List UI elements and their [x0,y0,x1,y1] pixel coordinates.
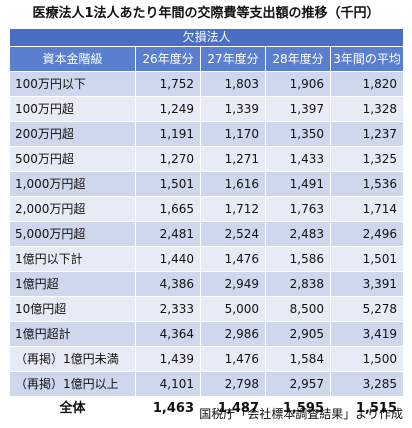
row-label: 200万円超 [9,121,136,147]
cell-value: 2,483 [265,221,331,247]
cell-value: 1,433 [265,146,331,172]
cell-value: 3,285 [329,371,405,397]
cell-value: 3,419 [329,321,405,347]
cell-value: 1,249 [135,96,201,122]
cell-value: 1,501 [329,246,405,272]
row-label: 5,000万円超 [9,221,136,247]
row-label: 1億円超計 [9,321,136,347]
cell-value: 1,339 [200,96,266,122]
total-label: 全体 [9,396,136,422]
cell-value: 1,536 [329,171,405,197]
cell-value: 1,328 [329,96,405,122]
cell-value: 2,838 [265,271,331,297]
category-band: 欠損法人 [8,28,405,47]
table-row: 100万円以下 1,752 1,803 1,906 1,820 [9,71,405,97]
table-row: 1億円以下計 1,440 1,476 1,586 1,501 [9,246,405,272]
row-label: 1億円以下計 [9,246,136,272]
cell-value: 1,439 [135,346,201,372]
cell-value: 4,386 [135,271,201,297]
column-header-fy28: 28年度分 [265,46,331,72]
cell-value: 1,500 [329,346,405,372]
cell-value: 3,391 [329,271,405,297]
row-label: 100万円超 [9,96,136,122]
cell-value: 1,476 [200,346,266,372]
row-label: （再掲）1億円以上 [9,371,136,397]
row-label: 10億円超 [9,296,136,322]
cell-value: 1,350 [265,121,331,147]
cell-value: 1,491 [265,171,331,197]
table-title: 医療法人1法人あたり年間の交際費等支出額の推移（千円） [32,6,380,21]
table-row: 200万円超 1,191 1,170 1,350 1,237 [9,121,405,147]
cell-value: 8,500 [265,296,331,322]
cell-value: 2,496 [329,221,405,247]
row-label: （再掲）1億円未満 [9,346,136,372]
cell-value: 2,986 [200,321,266,347]
cell-value: 2,949 [200,271,266,297]
cell-value: 2,524 [200,221,266,247]
table-row: （再掲）1億円以上 4,101 2,798 2,957 3,285 [9,371,405,397]
table-row: 2,000万円超 1,665 1,712 1,763 1,714 [9,196,405,222]
cell-value: 5,000 [200,296,266,322]
row-label: 1億円超 [9,271,136,297]
cell-value: 1,476 [200,246,266,272]
table-row: 1億円超 4,386 2,949 2,838 3,391 [9,271,405,297]
cell-value: 4,101 [135,371,201,397]
cell-value: 1,712 [200,196,266,222]
cell-value: 1,586 [265,246,331,272]
cell-value: 1,237 [329,121,405,147]
cell-value: 1,584 [265,346,331,372]
table-row: 10億円超 2,333 5,000 8,500 5,278 [9,296,405,322]
table-row: 1億円超計 4,364 2,986 2,905 3,419 [9,321,405,347]
cell-value: 1,271 [200,146,266,172]
header-row: 資本金階級 26年度分 27年度分 28年度分 3年間の平均 [9,46,405,72]
cell-value: 1,325 [329,146,405,172]
category-band-row: 欠損法人 [8,28,405,47]
cell-value: 1,191 [135,121,201,147]
cell-value: 2,905 [265,321,331,347]
cell-value: 1,803 [200,71,266,97]
expense-table: 欠損法人 資本金階級 26年度分 27年度分 28年度分 3年間の平均 100万… [8,28,405,422]
table-row: 5,000万円超 2,481 2,524 2,483 2,496 [9,221,405,247]
cell-value: 2,333 [135,296,201,322]
cell-value: 1,752 [135,71,201,97]
cell-value: 1,616 [200,171,266,197]
column-header-3yr-average: 3年間の平均 [329,46,405,72]
source-note: 国税庁「会社標本調査結果」より作成 [199,407,403,421]
table-row: 100万円超 1,249 1,339 1,397 1,328 [9,96,405,122]
cell-value: 4,364 [135,321,201,347]
cell-value: 5,278 [329,296,405,322]
row-label: 2,000万円超 [9,196,136,222]
table-row: 1,000万円超 1,501 1,616 1,491 1,536 [9,171,405,197]
row-label: 500万円超 [9,146,136,172]
total-value: 1,487 [200,396,266,422]
cell-value: 1,665 [135,196,201,222]
table-row: 500万円超 1,270 1,271 1,433 1,325 [9,146,405,172]
total-value: 1,463 [135,396,201,422]
cell-value: 1,397 [265,96,331,122]
cell-value: 2,481 [135,221,201,247]
cell-value: 1,270 [135,146,201,172]
cell-value: 1,763 [265,196,331,222]
total-value: 1,515 [329,396,405,422]
cell-value: 1,170 [200,121,266,147]
cell-value: 1,501 [135,171,201,197]
cell-value: 1,440 [135,246,201,272]
table-row: （再掲）1億円未満 1,439 1,476 1,584 1,500 [9,346,405,372]
row-label: 100万円以下 [9,71,136,97]
cell-value: 1,820 [329,71,405,97]
cell-value: 1,714 [329,196,405,222]
cell-value: 2,798 [200,371,266,397]
row-label: 1,000万円超 [9,171,136,197]
cell-value: 2,957 [265,371,331,397]
column-header-capital-class: 資本金階級 [9,46,136,72]
cell-value: 1,906 [265,71,331,97]
total-row: 全体 1,463 1,487 1,595 1,515 [9,396,405,422]
column-header-fy27: 27年度分 [200,46,266,72]
column-header-fy26: 26年度分 [135,46,201,72]
